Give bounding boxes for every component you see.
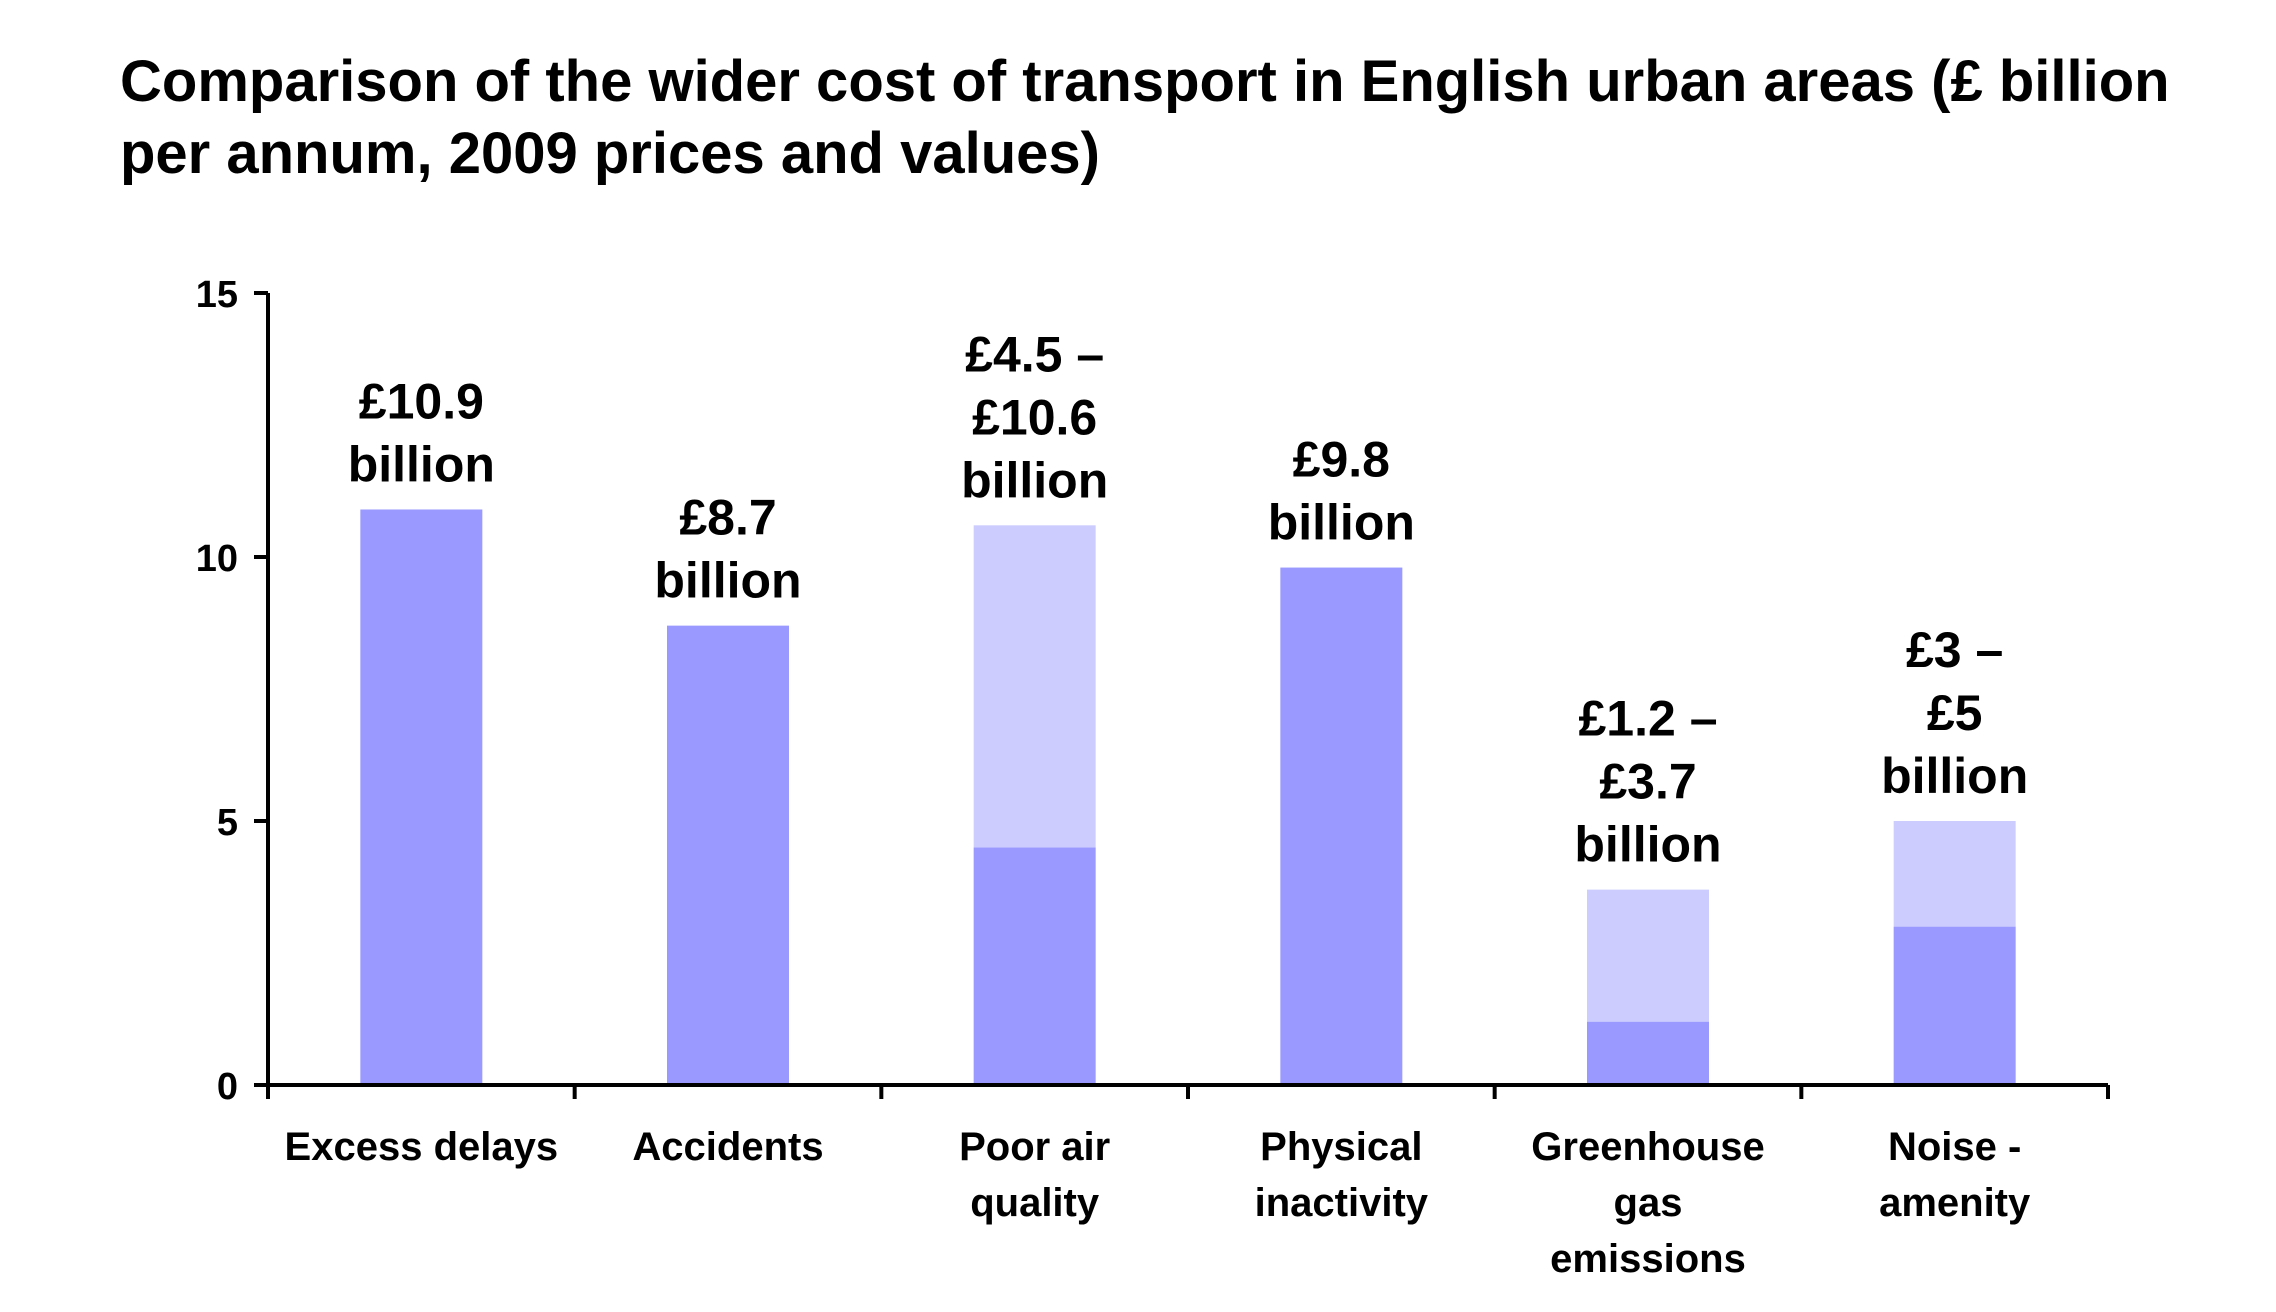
bar-upper-4 [1587, 889, 1709, 1022]
bar-lower-3 [1280, 567, 1403, 1085]
x-tick-label-0: Excess delays [285, 1125, 559, 1169]
x-tick-label-2: Poor air quality [959, 1125, 1110, 1225]
y-tick-label-1: 5 [217, 802, 238, 844]
bar-upper-2 [973, 525, 1096, 848]
x-tick-label-1: Accidents [632, 1125, 823, 1169]
data-label-2: £4.5 – £10.6 billion [961, 326, 1108, 508]
data-label-4: £1.2 – £3.7 billion [1574, 691, 1721, 873]
bar-lower-2 [973, 847, 1096, 1085]
y-tick-label-0: 0 [217, 1066, 238, 1108]
bars-group [360, 509, 2016, 1086]
y-tick-labels: 0 5 10 15 [196, 274, 238, 1108]
y-tick-label-3: 15 [196, 274, 238, 316]
bar-lower-0 [360, 509, 483, 1086]
bar-lower-4 [1587, 1021, 1709, 1085]
bar-lower-5 [1893, 926, 2016, 1085]
bar-lower-1 [667, 625, 789, 1085]
axes-group [254, 291, 2110, 1099]
data-labels: £10.9 billion £8.7 billion £4.5 – £10.6 billio… [348, 326, 2029, 872]
bar-upper-5 [1893, 821, 2016, 927]
x-tick-labels: Excess delays Accidents Poor air quality Phy… [285, 1125, 2031, 1281]
data-label-3: £9.8 billion [1268, 432, 1415, 551]
x-tick-label-3: Physical inactivity [1255, 1125, 1429, 1225]
data-label-5: £3 – £5 billion [1881, 622, 2028, 804]
data-label-0: £10.9 billion [348, 373, 495, 492]
chart-title: Comparison of the wider cost of transpor… [120, 49, 2170, 186]
data-label-1: £8.7 billion [654, 490, 801, 609]
x-tick-label-5: Noise -amenity [1879, 1125, 2031, 1225]
y-tick-label-2: 10 [196, 538, 238, 580]
x-tick-label-4: Greenhouse gas emissions [1531, 1125, 1764, 1281]
